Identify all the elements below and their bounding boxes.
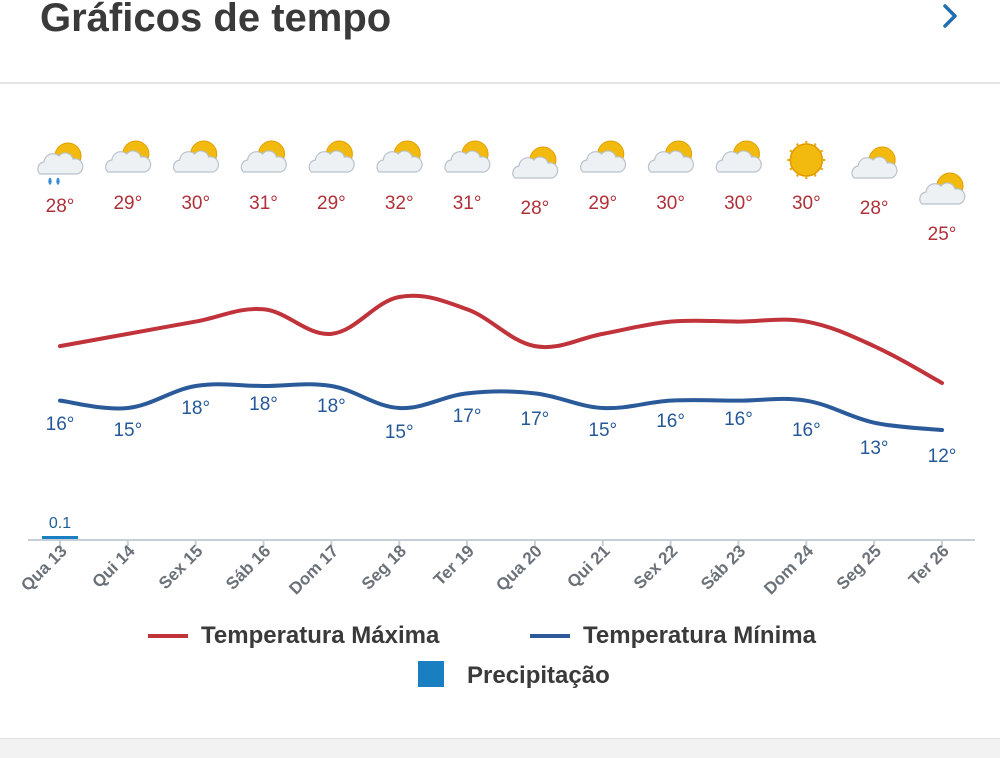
cloud-shape (376, 150, 423, 173)
max-temp-label: 29° (317, 193, 346, 214)
min-temp-label: 18° (249, 394, 278, 415)
min-temp-label: 17° (521, 409, 550, 430)
partly-cloudy-icon (512, 146, 559, 179)
partly-cloudy-icon (105, 140, 152, 173)
max-temp-label: 30° (181, 193, 210, 214)
x-tick-label: Seg 18 (358, 541, 410, 593)
x-tick-label: Dom 17 (285, 541, 342, 598)
partly-cloudy-rain-icon (37, 142, 84, 186)
weather-chart: 28° 29° 30° 31° 29° 32° 31° 28° 29° 30° 30° 30° 28° 2… (0, 84, 1000, 736)
min-temp-label: 16° (724, 409, 753, 430)
weather-chart-svg: 28° 29° 30° 31° 29° 32° 31° 28° 29° 30° 30° 30° 28° 2… (17, 140, 975, 689)
max-temp-line (58, 293, 944, 385)
min-temp-label: 18° (317, 396, 346, 417)
max-temp-label: 28° (860, 198, 889, 219)
x-tick-label: Qui 14 (88, 541, 139, 592)
x-tick-label: Sáb 16 (222, 541, 274, 593)
partly-cloudy-icon (376, 140, 423, 173)
sun-ray (819, 167, 824, 171)
min-temp-label: 15° (385, 422, 414, 443)
sun-ray (789, 149, 793, 153)
cloud-shape (37, 152, 84, 175)
min-temp-label: 15° (113, 420, 142, 441)
max-temp-label: 28° (46, 196, 75, 217)
precip-label: 0.1 (49, 515, 71, 532)
x-tick-label: Ter 19 (430, 541, 478, 589)
cloud-shape (715, 150, 762, 173)
partly-cloudy-icon (308, 140, 355, 173)
header: Gráficos de tempo (0, 0, 1000, 84)
partly-cloudy-icon (444, 140, 491, 173)
x-tick-label: Qua 13 (17, 541, 71, 595)
max-temp-label: 30° (724, 193, 753, 214)
cloud-shape (240, 150, 287, 173)
rain-drop (48, 177, 52, 186)
footer-bar (0, 738, 1000, 758)
cloud-shape (105, 150, 152, 173)
min-temp-label: 16° (46, 414, 75, 435)
min-temp-line (58, 382, 944, 432)
max-temp-label: 32° (385, 193, 414, 214)
partly-cloudy-icon (647, 140, 694, 173)
partly-cloudy-icon (172, 140, 220, 173)
max-temp-label: 31° (453, 193, 482, 214)
sun-ray (795, 173, 800, 177)
sun-ray (789, 167, 793, 171)
partly-cloudy-icon (919, 172, 966, 205)
cloud-shape (308, 150, 355, 173)
x-tick-label: Sex 22 (630, 541, 682, 593)
cloud-shape (851, 156, 898, 179)
rain-drop (56, 177, 60, 186)
max-temp-label: 28° (521, 198, 550, 219)
cloud-shape (444, 150, 491, 173)
cloud-shape (512, 156, 559, 179)
cloud-shape (919, 182, 966, 205)
x-tick-label: Ter 26 (905, 541, 953, 589)
legend-swatch-precip (418, 661, 444, 687)
page-title: Gráficos de tempo (40, 0, 392, 40)
chevron-right-icon[interactable] (936, 2, 964, 30)
min-temp-label: 17° (453, 406, 482, 427)
sun-ray (813, 173, 817, 177)
sun-shape (789, 143, 824, 177)
x-tick-label: Qua 20 (492, 541, 546, 595)
partly-cloudy-icon (240, 140, 287, 173)
min-temp-label: 13° (860, 438, 889, 459)
max-temp-label: 30° (656, 193, 685, 214)
x-tick-label: Sex 15 (155, 541, 207, 593)
sun-ray (813, 143, 817, 147)
x-tick-label: Seg 25 (833, 541, 885, 593)
min-temp-label: 16° (792, 420, 821, 441)
max-temp-label: 25° (928, 224, 957, 245)
sunny-icon (787, 141, 826, 179)
precip-bar (42, 536, 78, 540)
x-tick-label: Sáb 23 (697, 541, 749, 593)
x-tick-label: Qui 21 (563, 541, 613, 591)
x-tick-label: Dom 24 (760, 541, 817, 598)
sun-ray (819, 149, 824, 153)
partly-cloudy-icon (715, 140, 762, 173)
sun-ray (795, 143, 800, 147)
legend (148, 634, 570, 687)
legend-label-min: Temperatura Mínima (583, 622, 817, 649)
min-temp-label: 18° (181, 398, 210, 419)
cloud-shape (172, 150, 220, 173)
partly-cloudy-icon (580, 140, 627, 173)
max-temp-label: 29° (113, 193, 142, 214)
cloud-shape (647, 150, 694, 173)
min-temp-label: 16° (656, 411, 685, 432)
min-temp-label: 12° (928, 446, 957, 467)
max-temp-label: 30° (792, 193, 821, 214)
max-temp-label: 31° (249, 193, 278, 214)
cloud-shape (580, 150, 627, 173)
legend-label-max: Temperatura Máxima (201, 622, 440, 649)
partly-cloudy-icon (851, 146, 898, 179)
legend-label-precip: Precipitação (467, 662, 610, 689)
min-temp-label: 15° (588, 420, 617, 441)
max-temp-label: 29° (588, 193, 617, 214)
